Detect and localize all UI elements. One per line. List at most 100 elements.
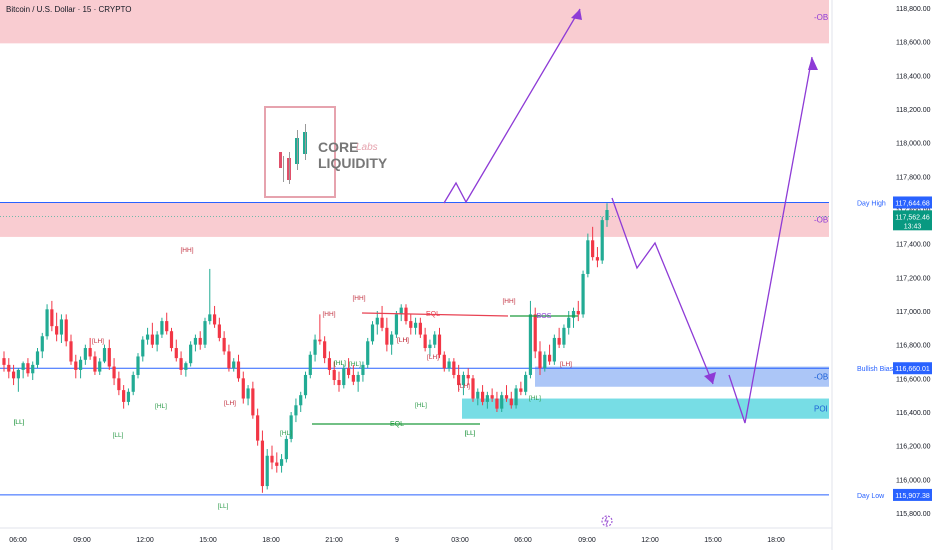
- candle-body: [11, 371, 16, 379]
- zone-layer: -OB -OB -OB POI: [0, 0, 829, 419]
- candles: [2, 203, 609, 493]
- candle-body: [16, 369, 20, 379]
- candle-body: [117, 378, 121, 391]
- candle-body: [342, 368, 346, 386]
- level-name: Day High: [857, 200, 886, 207]
- structure-label: [LH]: [560, 361, 572, 368]
- candle-body: [107, 348, 111, 367]
- candle-body: [380, 317, 384, 328]
- level-name: Day Low: [857, 493, 885, 500]
- structure-label: [HL]: [280, 430, 292, 437]
- candle-body: [83, 348, 87, 360]
- structure-label: [HL]: [334, 360, 346, 367]
- candle-body: [543, 354, 547, 369]
- candle-body: [64, 319, 68, 342]
- candle-body: [361, 364, 365, 375]
- last-price-value: 117,562.46: [895, 214, 930, 221]
- level-price: 115,907.38: [895, 493, 930, 500]
- candle-body: [217, 324, 221, 338]
- candle-body: [327, 358, 332, 370]
- structure-label: [HH]: [353, 295, 366, 302]
- candle-body: [519, 388, 523, 392]
- x-tick-label: 18:00: [262, 537, 280, 544]
- structure-label: [LL]: [465, 430, 476, 437]
- candle-body: [591, 240, 595, 258]
- zone-demand: [535, 366, 829, 387]
- replay-icon[interactable]: [601, 515, 613, 527]
- candle-body: [457, 374, 461, 386]
- candle-body: [7, 364, 11, 372]
- candle-body: [370, 324, 375, 342]
- candle-body: [437, 334, 442, 355]
- candle-body: [21, 363, 25, 370]
- candle-body: [533, 314, 537, 352]
- y-tick-label: 115,800.00: [896, 511, 931, 518]
- x-tick-label: 03:00: [451, 537, 469, 544]
- x-tick-label: 15:00: [704, 537, 722, 544]
- structure-label: [LL]: [14, 419, 25, 426]
- bos-label: BOS: [537, 313, 552, 320]
- y-tick-label: 116,000.00: [896, 477, 931, 484]
- candle-body: [600, 220, 604, 261]
- candle-body: [351, 374, 355, 382]
- candle-body: [136, 356, 140, 375]
- y-tick-label: 117,000.00: [896, 309, 931, 316]
- candle-body: [232, 361, 236, 369]
- candle-body: [179, 358, 183, 370]
- candle-body: [141, 339, 145, 357]
- candle-body: [212, 314, 217, 325]
- candle-body: [93, 356, 97, 372]
- candle-body: [346, 368, 351, 375]
- candle-body: [270, 455, 274, 463]
- candle-body: [256, 415, 260, 441]
- candle-body: [413, 322, 418, 328]
- candle-body: [337, 380, 341, 386]
- candle-body: [485, 395, 489, 402]
- candle-body: [562, 327, 566, 345]
- y-tick-label: 117,400.00: [896, 242, 931, 249]
- level-price-tag: [893, 488, 932, 501]
- zone-label: -OB: [814, 373, 828, 382]
- x-tick-label: 18:00: [767, 537, 785, 544]
- x-tick-label: 09:00: [73, 537, 91, 544]
- candle-body: [55, 326, 59, 335]
- x-tick-label: 15:00: [199, 537, 217, 544]
- structure-label: [HL]: [155, 403, 167, 410]
- candle-body: [303, 374, 308, 396]
- candle-body: [208, 314, 212, 322]
- y-tick-label: 118,200.00: [896, 107, 931, 114]
- candle-body: [308, 354, 312, 375]
- structure-label: [LH]: [427, 354, 439, 361]
- candle-body: [461, 374, 466, 386]
- structure-label: [HL]: [349, 361, 361, 368]
- y-tick-label: 118,600.00: [896, 40, 931, 47]
- candle-body: [366, 341, 370, 365]
- candle-body: [571, 311, 576, 318]
- eql-label-bottom: EQL: [390, 421, 404, 428]
- candle-body: [102, 348, 107, 362]
- candle-body: [500, 395, 504, 409]
- y-tick-label: 117,800.00: [896, 174, 931, 181]
- candle-body: [409, 321, 413, 328]
- level-price-tag: [893, 196, 932, 209]
- level-lines: Day High 117,644.68 Bullish Bias 116,660.01…: [0, 196, 932, 501]
- candle-body: [78, 359, 83, 370]
- logo-line2: LIQUIDITY: [318, 155, 388, 171]
- candle-body: [418, 322, 422, 335]
- candle-body: [423, 334, 427, 349]
- candle-body: [294, 405, 298, 416]
- watermark-logo: CORE LIQUIDITY Labs: [264, 106, 388, 198]
- candle-body: [480, 391, 485, 402]
- candle-body: [50, 309, 54, 327]
- y-tick-label: 118,400.00: [896, 73, 931, 80]
- y-tick-label: 118,800.00: [896, 6, 931, 13]
- candle-body: [189, 344, 193, 364]
- structure-label: [LL]: [218, 503, 229, 510]
- structure-label: [LH]: [397, 337, 409, 344]
- candle-body: [241, 378, 245, 399]
- candle-body: [394, 314, 399, 335]
- candle-body: [193, 337, 198, 345]
- structure-label: [LL]: [465, 430, 476, 437]
- candle-body: [466, 374, 470, 379]
